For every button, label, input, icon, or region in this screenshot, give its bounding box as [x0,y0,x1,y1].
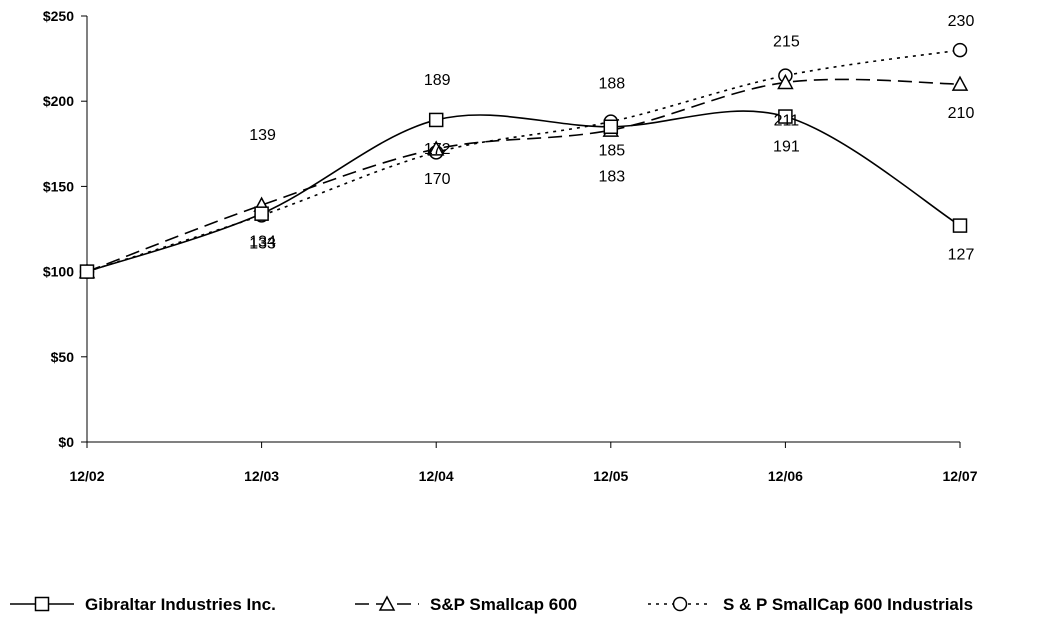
data-point-triangle [951,75,969,91]
y-tick-label: $50 [51,349,75,365]
data-label: 133 [249,235,276,252]
legend-label-square: Gibraltar Industries Inc. [85,595,276,614]
data-point-triangle [427,140,445,156]
x-tick-label: 12/06 [768,468,803,484]
data-label: 134 [249,234,276,251]
data-label: 211 [774,113,800,130]
data-point-square [778,109,793,124]
x-tick-label: 12/04 [419,468,454,484]
y-tick-label: $150 [43,178,74,194]
x-tick-label: 12/03 [244,468,279,484]
legend-marker-square [34,596,50,612]
data-point-square [603,119,619,135]
legend-marker-triangle [378,595,396,611]
x-tick-label: 12/02 [69,468,104,484]
data-point-circle [952,42,968,58]
data-label: 172 [424,141,451,158]
data-label: 230 [948,13,975,30]
data-label: 215 [773,34,800,51]
legend-marker-circle [672,596,688,612]
data-label: 210 [948,105,975,122]
x-tick-label: 12/05 [593,468,628,484]
chart-axes: $0 $50 $100 $150 $200 $250 12/02 12/03 12/04 12/0… [43,8,978,484]
data-point-square [952,218,968,233]
y-tick-label: $250 [43,8,74,24]
y-tick-label: $200 [43,93,74,109]
chart-legend: Gibraltar Industries Inc. S&P Smallcap 60… [10,595,973,614]
series-layer [78,42,969,279]
y-tick-label: $0 [58,434,74,450]
data-label: 188 [598,76,625,93]
data-label: 191 [773,139,800,156]
data-label: 189 [424,72,451,89]
data-point-triangle [777,73,794,90]
data-point-square [428,112,444,128]
data-label: 185 [598,143,625,160]
legend-label-triangle: S&P Smallcap 600 [430,595,577,614]
legend-label-circle: S & P SmallCap 600 Industrials [723,595,973,614]
data-label: 183 [598,169,625,186]
data-label: 139 [249,127,276,144]
series-line-triangle [86,78,961,273]
data-label: 127 [948,247,975,264]
data-point-square [254,206,269,221]
y-tick-label: $100 [43,264,74,280]
series-line-circle [86,49,961,273]
data-point-square [79,264,95,279]
series-line-square [86,110,961,273]
data-label: 170 [424,171,451,188]
x-tick-label: 12/07 [942,468,977,484]
